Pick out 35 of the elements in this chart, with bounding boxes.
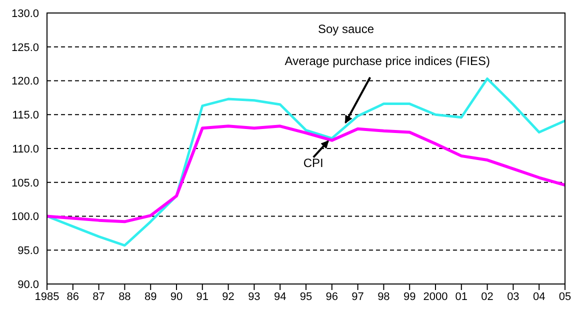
x-tick-label: 2000 bbox=[423, 290, 448, 303]
x-tick-label: 04 bbox=[532, 290, 546, 303]
x-tick-label: 94 bbox=[274, 290, 286, 303]
y-tick-label: 95.0 bbox=[18, 245, 39, 258]
y-tick-label: 120.0 bbox=[11, 76, 39, 88]
x-tick-label: 95 bbox=[300, 290, 312, 303]
x-tick-label: 86 bbox=[66, 290, 80, 303]
y-tick-label: 115.0 bbox=[12, 110, 39, 122]
x-tick-label: 03 bbox=[507, 290, 520, 303]
x-tick-label: 91 bbox=[196, 290, 209, 303]
x-tick-label: 05 bbox=[558, 290, 572, 303]
series-label: CPI bbox=[303, 156, 324, 170]
y-tick-label: 110.0 bbox=[12, 143, 39, 156]
x-tick-label: 02 bbox=[481, 290, 494, 303]
y-tick-label: 105.0 bbox=[11, 177, 39, 190]
x-tick-label: 90 bbox=[170, 290, 183, 303]
x-tick-label: 92 bbox=[222, 290, 234, 303]
x-tick-label: 88 bbox=[118, 290, 131, 303]
y-tick-label: 130.0 bbox=[11, 8, 39, 20]
y-tick-label: 90.0 bbox=[18, 278, 39, 291]
series-label: Average purchase price indices (FIES) bbox=[284, 54, 490, 68]
x-tick-label: 87 bbox=[92, 290, 105, 303]
x-tick-label: 97 bbox=[352, 290, 364, 303]
x-tick-label: 89 bbox=[144, 290, 157, 303]
x-tick-label: 93 bbox=[248, 290, 260, 303]
y-tick-label: 100.0 bbox=[11, 211, 39, 224]
x-tick-label: 99 bbox=[403, 290, 416, 303]
line-series bbox=[46, 77, 566, 247]
x-tick-label: 96 bbox=[326, 290, 338, 303]
text: Soy sauce bbox=[318, 22, 374, 36]
x-tick-label: 1985 bbox=[34, 290, 60, 303]
y-tick-label: 125.0 bbox=[11, 42, 39, 54]
x-tick-label: 01 bbox=[455, 290, 468, 303]
x-tick-label: 98 bbox=[378, 290, 390, 303]
line-series bbox=[46, 124, 566, 224]
